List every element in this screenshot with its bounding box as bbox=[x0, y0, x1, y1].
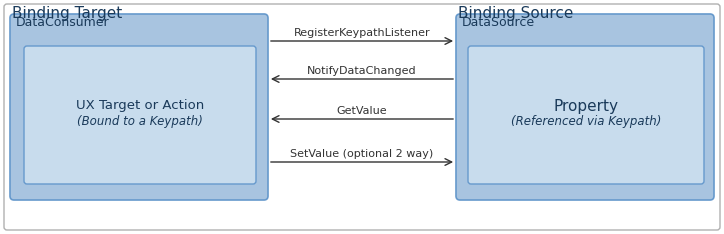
FancyBboxPatch shape bbox=[10, 14, 268, 200]
FancyBboxPatch shape bbox=[4, 4, 720, 230]
Text: RegisterKeypathListener: RegisterKeypathListener bbox=[294, 28, 430, 38]
FancyBboxPatch shape bbox=[24, 46, 256, 184]
FancyBboxPatch shape bbox=[468, 46, 704, 184]
Text: SetValue (optional 2 way): SetValue (optional 2 way) bbox=[290, 149, 434, 159]
Text: DataConsumer: DataConsumer bbox=[16, 16, 109, 29]
Text: Binding Target: Binding Target bbox=[12, 6, 122, 21]
Text: (Bound to a Keypath): (Bound to a Keypath) bbox=[77, 116, 203, 128]
Text: Binding Source: Binding Source bbox=[458, 6, 573, 21]
Text: UX Target or Action: UX Target or Action bbox=[76, 99, 204, 113]
Text: DataSource: DataSource bbox=[462, 16, 535, 29]
FancyBboxPatch shape bbox=[456, 14, 714, 200]
Text: GetValue: GetValue bbox=[337, 106, 387, 116]
Text: Property: Property bbox=[554, 99, 618, 113]
Text: NotifyDataChanged: NotifyDataChanged bbox=[307, 66, 417, 76]
Text: (Referenced via Keypath): (Referenced via Keypath) bbox=[511, 116, 661, 128]
